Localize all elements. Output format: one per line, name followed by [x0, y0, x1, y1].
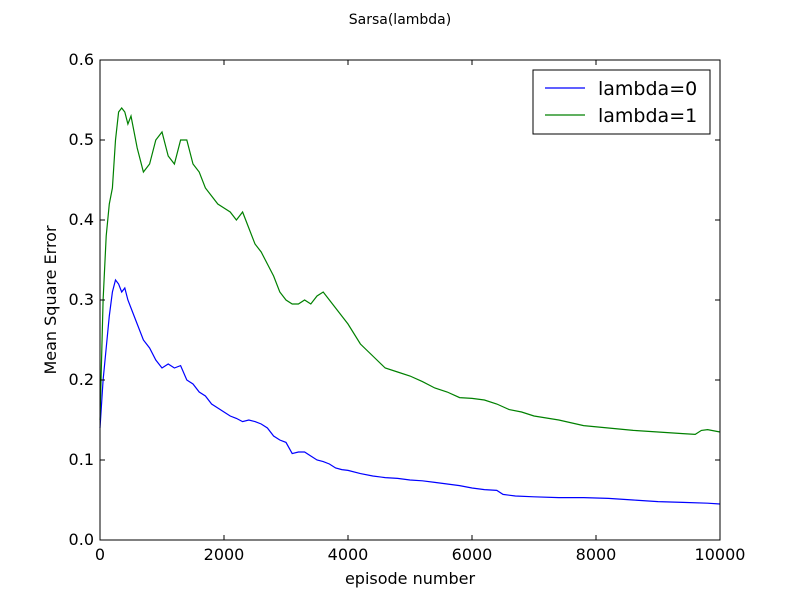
y-tick-label: 0.5 — [69, 130, 94, 149]
y-tick-label: 0.3 — [69, 290, 94, 309]
x-axis-label: episode number — [345, 569, 476, 588]
y-tick-label: 0.0 — [69, 530, 94, 549]
x-tick-label: 0 — [95, 545, 105, 564]
y-tick-label: 0.1 — [69, 450, 94, 469]
x-tick-label: 8000 — [576, 545, 617, 564]
legend-label-0: lambda=0 — [598, 78, 697, 100]
x-axis: 0 2000 4000 6000 8000 10000 — [95, 60, 746, 564]
legend-label-1: lambda=1 — [598, 105, 697, 127]
legend-box — [532, 69, 711, 135]
series-line-0 — [99, 278, 721, 505]
y-tick-label: 0.2 — [69, 370, 94, 389]
y-tick-label: 0.6 — [69, 50, 94, 69]
series-line-1 — [99, 107, 721, 436]
x-tick-label: 2000 — [204, 545, 245, 564]
chart-title: Sarsa(lambda) — [349, 12, 451, 28]
y-axis: 0.0 0.1 0.2 0.3 0.4 0.5 0.6 — [69, 50, 720, 549]
plot-lines — [99, 107, 721, 505]
y-axis-label: Mean Square Error — [41, 225, 60, 375]
legend: lambda=0 lambda=1 — [532, 69, 711, 135]
x-tick-label: 10000 — [695, 545, 746, 564]
y-tick-label: 0.4 — [69, 210, 94, 229]
x-tick-label: 6000 — [452, 545, 493, 564]
x-tick-label: 4000 — [328, 545, 369, 564]
